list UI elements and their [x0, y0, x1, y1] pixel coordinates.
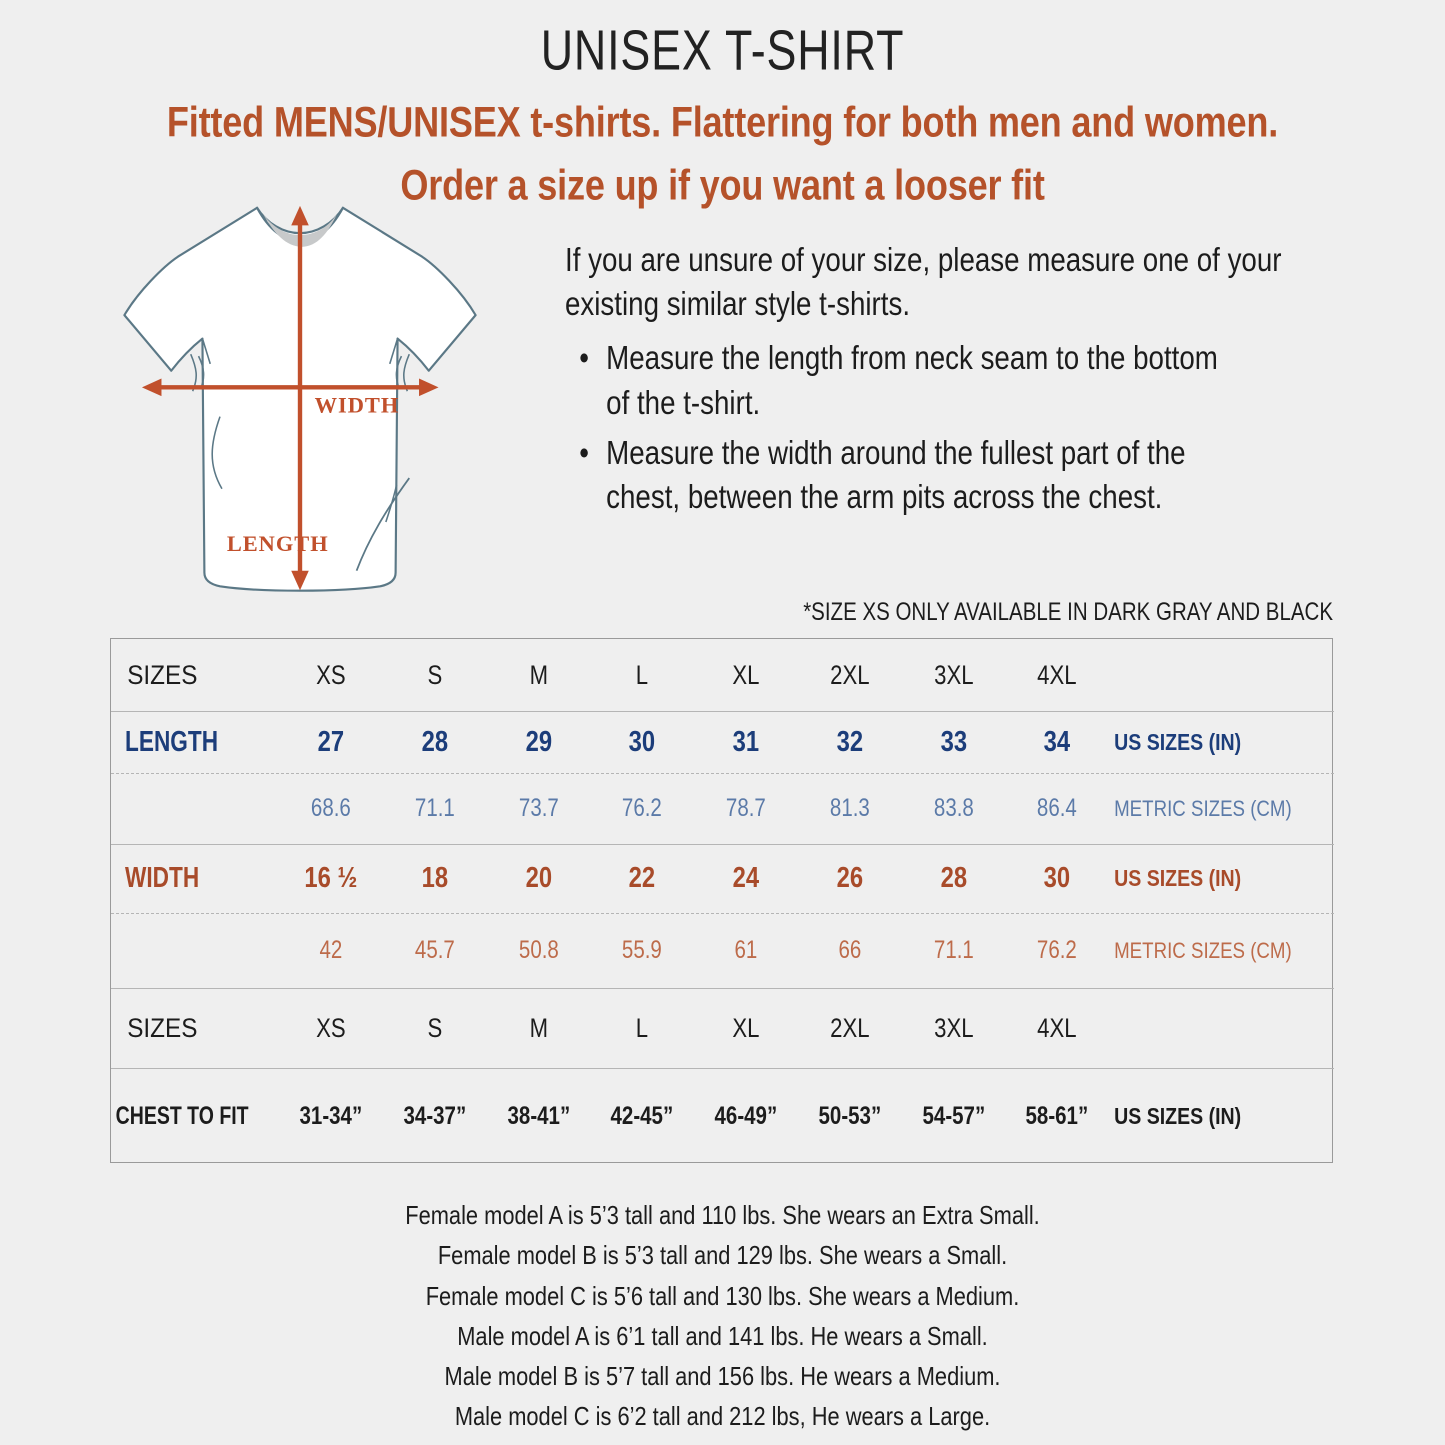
svg-text:LENGTH: LENGTH	[227, 531, 329, 556]
svg-text:WIDTH: WIDTH	[315, 393, 400, 418]
